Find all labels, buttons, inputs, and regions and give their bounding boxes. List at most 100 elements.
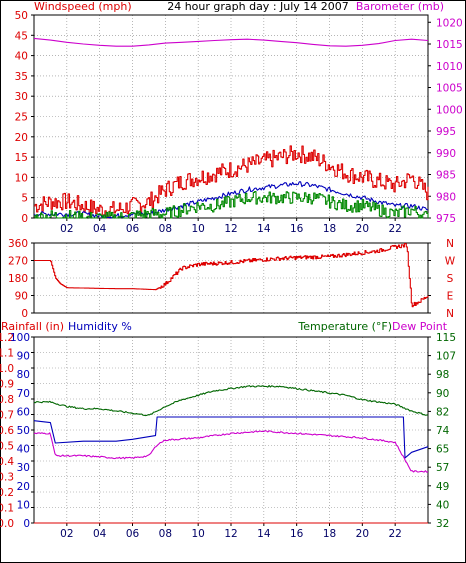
humidity-tick-label: 50 — [17, 425, 30, 437]
x-tick-label: 16 — [290, 528, 304, 540]
left-tick-label: 1.0 — [0, 363, 14, 375]
right-tick-label: 1010 — [436, 61, 463, 73]
right-tick-label: S — [447, 273, 454, 285]
humidity-tick-label: 60 — [17, 406, 30, 418]
x-tick-label: 04 — [93, 223, 107, 235]
left-tick-label: 15 — [15, 152, 28, 164]
left-tick-label: 30 — [15, 91, 28, 103]
humidity-tick-label: 90 — [17, 351, 30, 363]
x-tick-label: 06 — [126, 528, 140, 540]
humidity-tick-label: 80 — [17, 369, 30, 381]
left-tick-label: 25 — [15, 112, 28, 124]
right-tick-label: 990 — [436, 148, 456, 160]
left-tick-label: 180 — [8, 273, 28, 285]
humidity-tick-label: 70 — [17, 388, 30, 400]
barometer-axis-label: Barometer (mb) — [356, 0, 444, 13]
temperature-axis-label: Temperature (°F) — [297, 320, 392, 333]
x-tick-label: 18 — [323, 528, 336, 540]
humidity-tick-label: 0 — [23, 518, 30, 530]
rain-axis-label: Rainfall (in) — [1, 320, 64, 333]
x-tick-label: 20 — [356, 223, 369, 235]
left-tick-label: 0 — [21, 308, 28, 320]
x-tick-label: 18 — [323, 223, 336, 235]
right-tick-label: 1020 — [436, 17, 463, 29]
left-tick-label: 90 — [15, 291, 28, 303]
right-tick-label: 975 — [436, 213, 456, 225]
humidity-tick-label: 20 — [17, 481, 30, 493]
x-tick-label: 20 — [356, 528, 369, 540]
x-tick-label: 02 — [60, 223, 73, 235]
series-barometer — [33, 37, 429, 47]
left-tick-label: 0 — [21, 213, 28, 225]
x-tick-label: 06 — [126, 223, 140, 235]
left-tick-label: 5 — [21, 193, 28, 205]
left-tick-label: 45 — [15, 30, 28, 42]
right-tick-label: 980 — [436, 191, 456, 203]
right-tick-label: 57 — [436, 462, 449, 474]
left-tick-label: 0.3 — [0, 472, 14, 484]
x-tick-label: 22 — [388, 528, 401, 540]
x-tick-label: 02 — [60, 528, 73, 540]
series-wind-low — [34, 191, 429, 219]
series-dew-point — [33, 430, 429, 473]
left-tick-label: 0.4 — [0, 456, 14, 468]
right-tick-label: 1005 — [436, 83, 463, 95]
x-tick-label: 12 — [224, 528, 237, 540]
humidity-tick-label: 10 — [17, 499, 30, 511]
right-tick-label: 985 — [436, 170, 456, 182]
humidity-tick-label: 40 — [17, 444, 30, 456]
humidity-tick-label: 30 — [17, 462, 30, 474]
right-tick-label: N — [446, 308, 454, 320]
right-tick-label: E — [447, 291, 454, 303]
x-tick-label: 14 — [257, 528, 271, 540]
dewpoint-axis-label: Dew Point — [392, 320, 448, 333]
left-tick-label: 360 — [8, 238, 28, 250]
x-tick-label: 12 — [224, 223, 237, 235]
right-tick-label: 90 — [436, 388, 449, 400]
right-tick-label: 74 — [436, 425, 450, 437]
right-tick-label: W — [445, 256, 456, 268]
panel-wind-barometer: 0510152025303540455097598098599099510001… — [15, 10, 463, 235]
x-tick-label: 22 — [388, 223, 401, 235]
left-tick-label: 0.5 — [0, 441, 14, 453]
right-tick-label: 995 — [436, 126, 456, 138]
x-tick-label: 10 — [191, 528, 204, 540]
left-tick-label: 10 — [15, 172, 28, 184]
right-tick-label: 1015 — [436, 39, 463, 51]
right-tick-label: 107 — [436, 351, 456, 363]
x-tick-label: 16 — [290, 223, 304, 235]
left-tick-label: 0.6 — [0, 425, 14, 437]
right-tick-label: 1000 — [436, 104, 463, 116]
left-tick-label: 20 — [15, 132, 28, 144]
right-tick-label: 65 — [436, 444, 449, 456]
x-tick-label: 04 — [93, 528, 107, 540]
right-tick-label: 40 — [436, 499, 449, 511]
right-tick-label: 98 — [436, 369, 449, 381]
left-tick-label: 0.9 — [0, 379, 14, 391]
series-temperature — [33, 384, 429, 417]
right-tick-label: 82 — [436, 406, 449, 418]
left-tick-label: 0.8 — [0, 394, 14, 406]
left-tick-label: 0.0 — [0, 518, 14, 530]
left-tick-label: 0.7 — [0, 410, 14, 422]
humidity-tick-label: 100 — [10, 332, 30, 344]
x-tick-label: 10 — [191, 223, 204, 235]
left-tick-label: 40 — [15, 51, 28, 63]
chart-panels: 0510152025303540455097598098599099510001… — [0, 10, 463, 540]
graph-title: 24 hour graph day : July 14 2007 — [167, 0, 349, 13]
left-tick-label: 0.2 — [0, 487, 14, 499]
x-tick-label: 08 — [159, 528, 172, 540]
left-tick-label: 270 — [8, 256, 28, 268]
left-tick-label: 0.1 — [0, 503, 14, 515]
right-tick-label: 32 — [436, 518, 449, 530]
series-humidity — [33, 416, 429, 459]
humidity-axis-label: Humidity % — [68, 320, 132, 333]
right-tick-label: N — [446, 238, 454, 250]
wind-axis-label: Windspeed (mph) — [34, 0, 132, 13]
left-tick-label: 50 — [15, 10, 28, 22]
left-tick-label: 35 — [15, 71, 28, 83]
